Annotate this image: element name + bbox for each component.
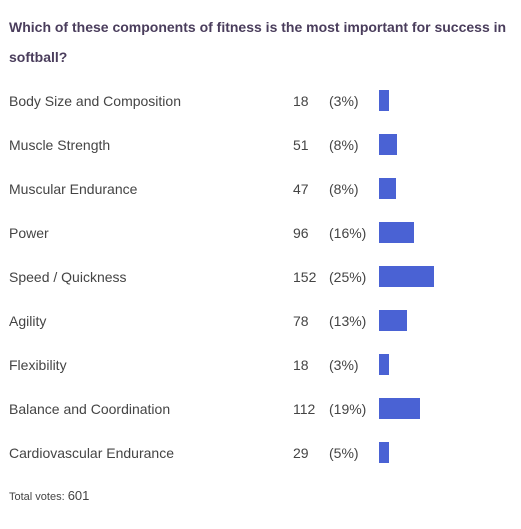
- result-row: Muscle Strength 51 (8%): [0, 123, 521, 167]
- vote-count: 18: [293, 93, 309, 109]
- vote-percent: (8%): [329, 181, 359, 197]
- option-label: Speed / Quickness: [9, 269, 127, 285]
- result-bar: [379, 266, 434, 287]
- vote-percent: (3%): [329, 357, 359, 373]
- vote-count: 29: [293, 445, 309, 461]
- vote-percent: (19%): [329, 401, 367, 417]
- result-bar: [379, 442, 389, 463]
- result-row: Agility 78 (13%): [0, 299, 521, 343]
- vote-percent: (13%): [329, 313, 367, 329]
- result-row: Muscular Endurance 47 (8%): [0, 167, 521, 211]
- total-votes: Total votes: 601: [9, 488, 89, 503]
- vote-percent: (16%): [329, 225, 367, 241]
- option-label: Flexibility: [9, 357, 67, 373]
- result-row: Cardiovascular Endurance 29 (5%): [0, 431, 521, 475]
- vote-percent: (5%): [329, 445, 359, 461]
- vote-count: 96: [293, 225, 309, 241]
- result-bar: [379, 398, 420, 419]
- result-row: Flexibility 18 (3%): [0, 343, 521, 387]
- poll-results: Body Size and Composition 18 (3%) Muscle St…: [0, 79, 521, 475]
- vote-count: 18: [293, 357, 309, 373]
- option-label: Cardiovascular Endurance: [9, 445, 174, 461]
- option-label: Muscular Endurance: [9, 181, 138, 197]
- vote-count: 78: [293, 313, 309, 329]
- poll-question: Which of these components of fitness is …: [9, 19, 507, 65]
- option-label: Body Size and Composition: [9, 93, 181, 109]
- option-label: Balance and Coordination: [9, 401, 171, 417]
- result-bar: [379, 134, 397, 155]
- result-bar: [379, 222, 414, 243]
- result-row: Balance and Coordination 112 (19%): [0, 387, 521, 431]
- vote-count: 152: [293, 269, 317, 285]
- result-row: Body Size and Composition 18 (3%): [0, 79, 521, 123]
- vote-count: 51: [293, 137, 309, 153]
- result-bar: [379, 354, 389, 375]
- result-row: Power 96 (16%): [0, 211, 521, 255]
- vote-count: 47: [293, 181, 309, 197]
- total-votes-label: Total votes:: [9, 491, 65, 503]
- vote-percent: (8%): [329, 137, 359, 153]
- result-bar: [379, 178, 396, 199]
- vote-percent: (25%): [329, 269, 367, 285]
- result-bar: [379, 310, 407, 331]
- result-bar: [379, 90, 389, 111]
- option-label: Agility: [9, 313, 47, 329]
- total-votes-count: 601: [67, 488, 90, 503]
- option-label: Power: [9, 225, 49, 241]
- vote-count: 112: [293, 401, 316, 417]
- option-label: Muscle Strength: [9, 137, 111, 153]
- result-row: Speed / Quickness 152 (25%): [0, 255, 521, 299]
- vote-percent: (3%): [329, 93, 359, 109]
